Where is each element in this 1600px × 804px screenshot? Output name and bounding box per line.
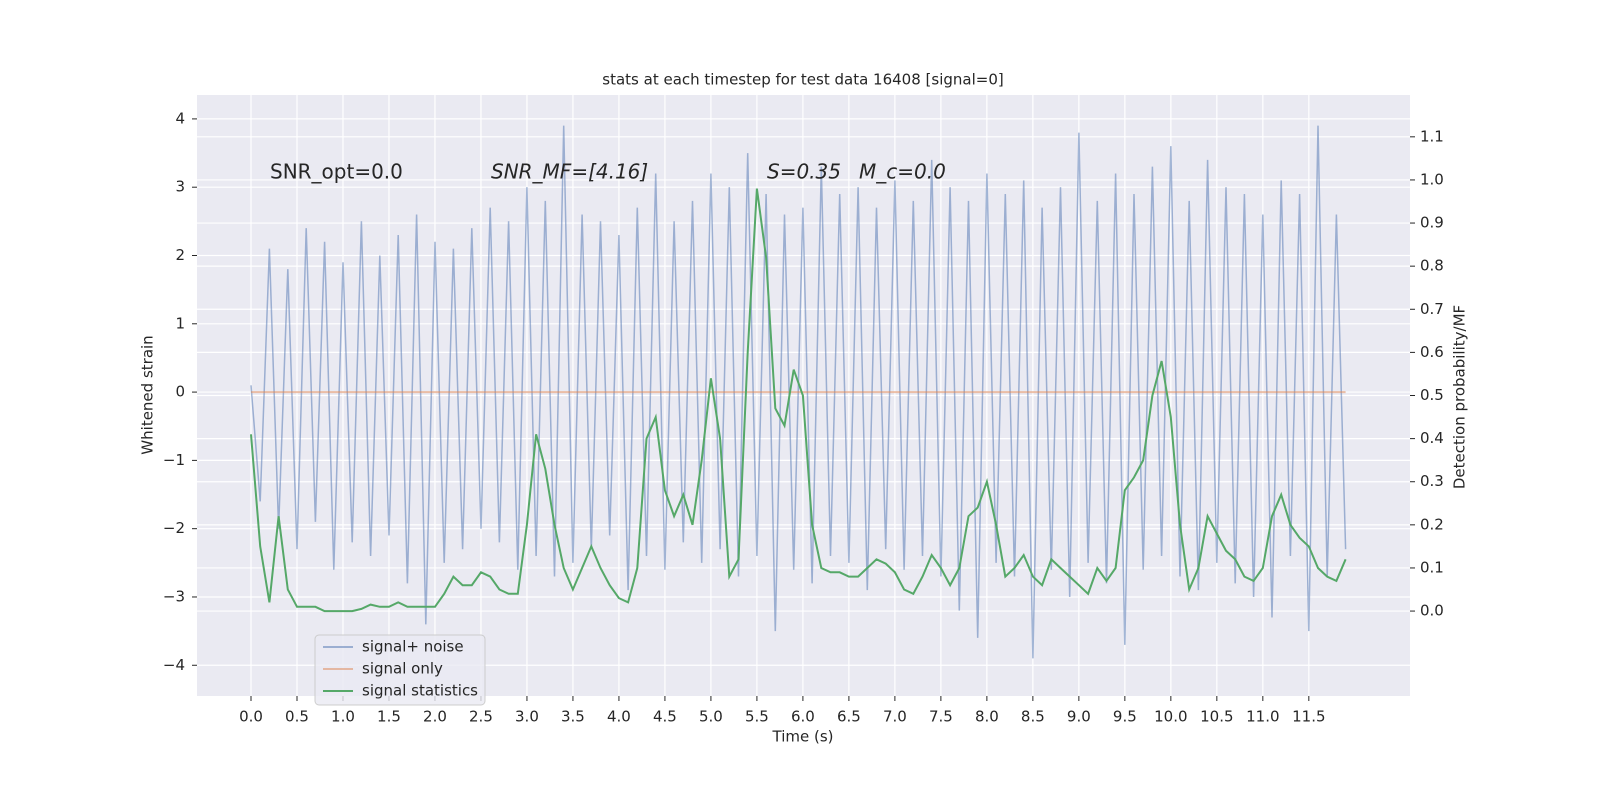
x-tick-label: 6.0 [791,708,815,726]
annotation: S=0.35 [767,160,841,184]
x-tick-label: 0.0 [239,708,263,726]
y-tick-label: 4 [175,109,185,127]
annotation: SNR_opt=0.0 [270,160,403,184]
x-tick-label: 7.5 [929,708,953,726]
x-tick-label: 1.0 [331,708,355,726]
x-tick-label: 10.0 [1154,708,1187,726]
annotation: SNR_MF=[4.16] [491,160,648,184]
legend-label: signal+ noise [362,638,464,656]
y2-tick-label: 0.1 [1420,558,1444,576]
chart-title: stats at each timestep for test data 164… [602,71,1003,89]
y2-tick-label: 0.5 [1420,386,1444,404]
x-tick-label: 11.5 [1292,708,1325,726]
y-tick-label: 3 [175,178,185,196]
x-tick-label: 11.0 [1246,708,1279,726]
x-tick-label: 8.0 [975,708,999,726]
series-line [250,125,1347,659]
y-tick-label: −4 [163,656,185,674]
y-axis-label: Whitened strain [139,335,157,454]
y-tick-label: 0 [175,383,185,401]
x-tick-label: 3.5 [561,708,585,726]
x-tick-label: 4.5 [653,708,677,726]
x-tick-label: 1.5 [377,708,401,726]
legend-label: signal statistics [362,682,478,700]
y2-axis-label: Detection probability/MF [1451,305,1469,489]
x-tick-label: 7.0 [883,708,907,726]
legend-box [314,634,486,706]
y2-tick-label: 0.8 [1420,257,1444,275]
annotation: M_c=0.0 [859,160,946,184]
x-axis-label: Time (s) [772,728,834,746]
x-tick-label: 6.5 [837,708,861,726]
y-tick-label: −2 [163,519,185,537]
y2-tick-label: 0.0 [1420,602,1444,620]
x-tick-label: 0.5 [285,708,309,726]
y2-tick-label: 0.4 [1420,429,1444,447]
y2-tick-label: 0.3 [1420,472,1444,490]
y-tick-label: −1 [163,451,185,469]
x-tick-label: 2.0 [423,708,447,726]
y2-tick-label: 0.2 [1420,515,1444,533]
y-tick-label: 1 [175,314,185,332]
x-tick-label: 3.0 [515,708,539,726]
y-tick-label: −3 [163,587,185,605]
x-tick-label: 8.5 [1021,708,1045,726]
x-tick-label: 9.5 [1113,708,1137,726]
x-tick-label: 2.5 [469,708,493,726]
x-tick-label: 4.0 [607,708,631,726]
legend-label: signal only [362,660,443,678]
y2-tick-label: 1.1 [1420,127,1444,145]
y2-tick-label: 0.7 [1420,300,1444,318]
x-tick-label: 5.0 [699,708,723,726]
y-tick-label: 2 [175,246,185,264]
x-tick-label: 9.0 [1067,708,1091,726]
y2-tick-label: 1.0 [1420,170,1444,188]
y2-tick-label: 0.6 [1420,343,1444,361]
x-tick-label: 5.5 [745,708,769,726]
y2-tick-label: 0.9 [1420,214,1444,232]
x-tick-label: 10.5 [1200,708,1233,726]
series-line [250,188,1347,613]
